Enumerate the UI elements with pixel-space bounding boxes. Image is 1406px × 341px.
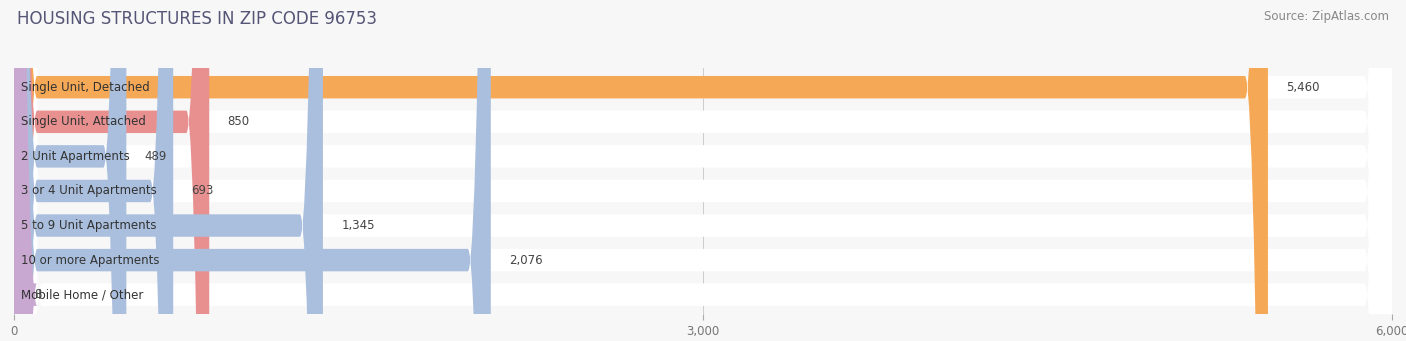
FancyBboxPatch shape: [0, 0, 37, 341]
Text: Source: ZipAtlas.com: Source: ZipAtlas.com: [1264, 10, 1389, 23]
Text: Single Unit, Attached: Single Unit, Attached: [21, 115, 146, 128]
Text: 850: 850: [228, 115, 250, 128]
Text: 1,345: 1,345: [342, 219, 375, 232]
FancyBboxPatch shape: [14, 0, 1392, 341]
FancyBboxPatch shape: [14, 0, 127, 341]
FancyBboxPatch shape: [14, 0, 1392, 341]
Text: HOUSING STRUCTURES IN ZIP CODE 96753: HOUSING STRUCTURES IN ZIP CODE 96753: [17, 10, 377, 28]
Text: 2,076: 2,076: [509, 254, 543, 267]
Text: 10 or more Apartments: 10 or more Apartments: [21, 254, 159, 267]
FancyBboxPatch shape: [14, 0, 1268, 341]
FancyBboxPatch shape: [14, 0, 1392, 341]
FancyBboxPatch shape: [14, 0, 1392, 341]
Text: Single Unit, Detached: Single Unit, Detached: [21, 81, 149, 94]
Text: 489: 489: [145, 150, 167, 163]
Text: 693: 693: [191, 184, 214, 197]
FancyBboxPatch shape: [14, 0, 323, 341]
FancyBboxPatch shape: [14, 0, 1392, 341]
FancyBboxPatch shape: [14, 0, 1392, 341]
Text: 5 to 9 Unit Apartments: 5 to 9 Unit Apartments: [21, 219, 156, 232]
Text: 8: 8: [34, 288, 42, 301]
FancyBboxPatch shape: [14, 0, 209, 341]
Text: Mobile Home / Other: Mobile Home / Other: [21, 288, 143, 301]
Text: 3 or 4 Unit Apartments: 3 or 4 Unit Apartments: [21, 184, 156, 197]
Text: 5,460: 5,460: [1286, 81, 1320, 94]
FancyBboxPatch shape: [14, 0, 1392, 341]
Text: 2 Unit Apartments: 2 Unit Apartments: [21, 150, 129, 163]
FancyBboxPatch shape: [14, 0, 491, 341]
FancyBboxPatch shape: [14, 0, 173, 341]
